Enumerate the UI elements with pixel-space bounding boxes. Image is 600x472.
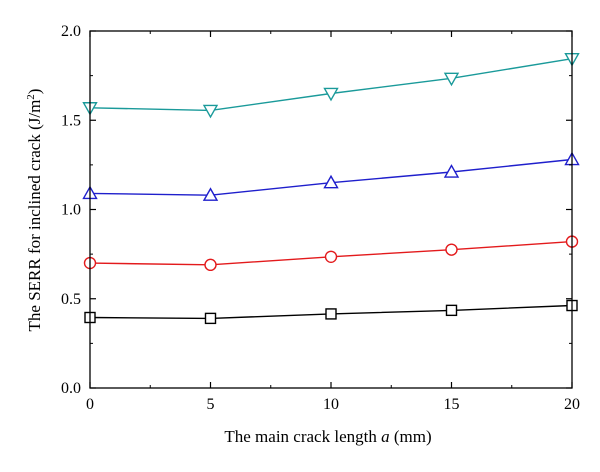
x-tick-label-4: 15 <box>444 396 460 413</box>
x-tick-label-5: 20 <box>564 396 580 413</box>
series-3-point-2 <box>202 187 219 201</box>
series-1-point-2 <box>204 312 217 325</box>
series-4-line <box>89 58 573 112</box>
x-axis-title: The main crack length a (mm) <box>224 427 431 446</box>
series-1-point-3 <box>325 308 337 320</box>
y-tick-label-1: 0.0 <box>61 380 81 397</box>
y-axis-title: The SERR for inclined crack (J/m2) <box>25 89 44 332</box>
plot-frame <box>89 30 573 389</box>
series-4-point-2 <box>202 104 219 119</box>
series-3-point-4 <box>443 164 460 178</box>
series-2-point-2 <box>204 258 217 272</box>
series-2-point-4 <box>445 243 458 256</box>
series-4-point-3 <box>323 87 339 102</box>
x-tick-label-1: 0 <box>86 396 94 413</box>
y-tick-label-2: 0.5 <box>61 291 81 308</box>
x-tick-label-3: 10 <box>323 396 339 413</box>
y-tick-label-3: 1.0 <box>61 202 81 219</box>
series-3-point-3 <box>323 174 339 189</box>
series-2-point-3 <box>324 250 338 264</box>
x-tick-label-2: 5 <box>207 396 215 413</box>
series-1-point-4 <box>445 304 458 317</box>
y-tick-label-5: 2.0 <box>61 23 81 40</box>
marks-layer <box>82 52 580 325</box>
series-4-point-4 <box>443 72 460 87</box>
y-tick-label-4: 1.5 <box>61 112 81 129</box>
axes-layer: 0 5 10 15 20 0.0 0.5 1.0 1.5 2.0 <box>61 23 580 413</box>
